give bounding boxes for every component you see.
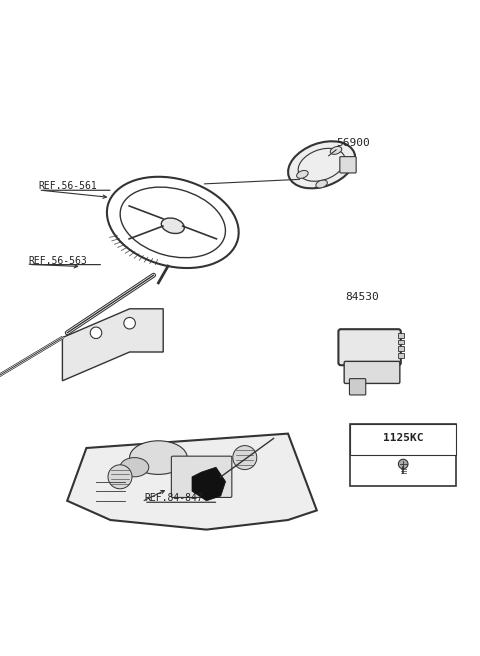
Text: 84530: 84530 bbox=[346, 292, 379, 302]
Text: 56900: 56900 bbox=[336, 138, 370, 148]
FancyBboxPatch shape bbox=[338, 329, 401, 365]
Ellipse shape bbox=[161, 218, 184, 234]
Circle shape bbox=[398, 459, 408, 469]
Bar bbox=[398, 333, 404, 338]
FancyBboxPatch shape bbox=[350, 424, 456, 455]
Ellipse shape bbox=[130, 441, 187, 474]
Circle shape bbox=[108, 465, 132, 489]
Circle shape bbox=[124, 318, 135, 329]
Ellipse shape bbox=[288, 141, 355, 188]
Text: REF.56-563: REF.56-563 bbox=[29, 256, 87, 266]
FancyBboxPatch shape bbox=[350, 424, 456, 486]
Circle shape bbox=[90, 327, 102, 338]
FancyBboxPatch shape bbox=[349, 379, 366, 395]
Ellipse shape bbox=[297, 171, 308, 178]
FancyBboxPatch shape bbox=[171, 456, 232, 497]
Ellipse shape bbox=[330, 146, 342, 154]
Ellipse shape bbox=[120, 458, 149, 477]
Text: 1125KC: 1125KC bbox=[383, 433, 423, 443]
Polygon shape bbox=[67, 434, 317, 529]
Polygon shape bbox=[192, 467, 226, 501]
Bar bbox=[398, 340, 404, 344]
FancyBboxPatch shape bbox=[344, 361, 400, 384]
Circle shape bbox=[233, 445, 257, 470]
Bar bbox=[398, 354, 404, 358]
Polygon shape bbox=[62, 309, 163, 380]
Ellipse shape bbox=[316, 180, 327, 188]
Text: REF.56-561: REF.56-561 bbox=[38, 182, 97, 192]
Bar bbox=[398, 346, 404, 351]
FancyBboxPatch shape bbox=[340, 157, 356, 173]
Text: REF.84-847: REF.84-847 bbox=[144, 493, 203, 503]
